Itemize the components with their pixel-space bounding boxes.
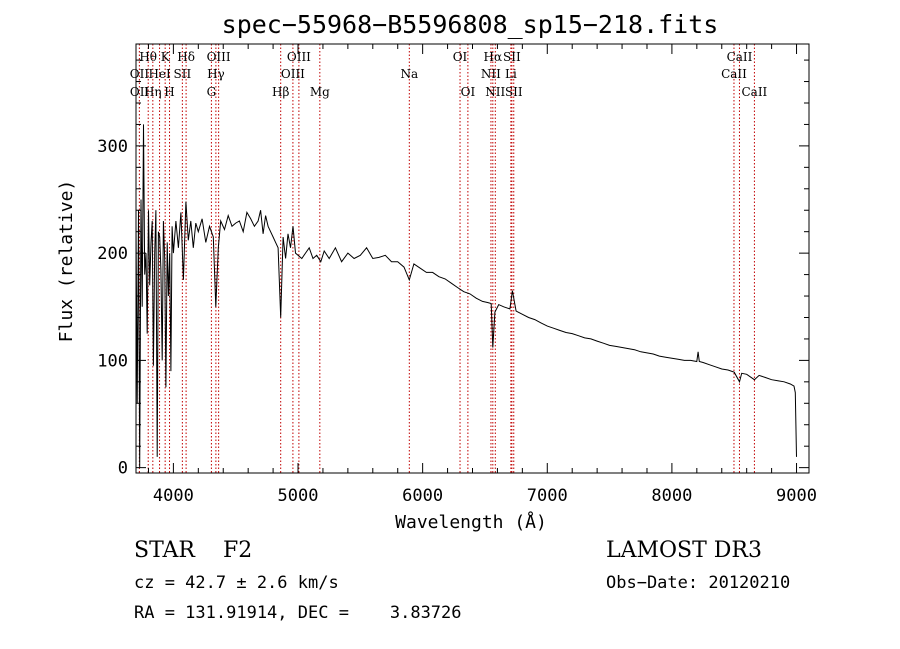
annotation-label-8: SII bbox=[174, 67, 192, 81]
y-axis-label: Flux (relative) bbox=[56, 180, 77, 343]
x-tick-label-4: 8000 bbox=[651, 486, 692, 506]
annotation-label-2: OII bbox=[130, 85, 150, 99]
annotation-label-0: Hθ bbox=[139, 50, 157, 64]
annotation-label-18: OI bbox=[461, 85, 476, 99]
annotation-label-21: NII bbox=[485, 85, 505, 99]
annotation-label-19: Hα bbox=[484, 50, 503, 64]
spectrum-line bbox=[135, 124, 797, 468]
annotation-label-16: Na bbox=[400, 67, 418, 81]
y-tick-label-1: 100 bbox=[97, 351, 128, 371]
chart-title: spec−55968−B5596808_sp15−218.fits bbox=[222, 10, 719, 39]
x-tick-label-1: 5000 bbox=[278, 486, 319, 506]
annotation-label-27: CaII bbox=[741, 85, 767, 99]
annotation-label-15: Mg bbox=[310, 85, 330, 99]
annotation-label-7: Hδ bbox=[177, 50, 195, 64]
plot-frame bbox=[135, 43, 810, 474]
annotation-label-12: Hβ bbox=[272, 85, 289, 99]
annotation-label-14: OIII bbox=[281, 67, 305, 81]
annotation-label-3: Hη bbox=[144, 85, 162, 99]
annotation-label-9: OIII bbox=[207, 50, 231, 64]
object-class: STAR bbox=[134, 538, 195, 563]
annotation-label-23: Li bbox=[505, 67, 517, 81]
survey-name: LAMOST DR3 bbox=[606, 538, 762, 563]
annotation-label-25: CaII bbox=[727, 50, 753, 64]
x-axis-label: Wavelength (Å) bbox=[395, 511, 547, 533]
annotation-label-11: G bbox=[207, 85, 217, 99]
annotation-label-1: OII bbox=[130, 67, 150, 81]
line-markers bbox=[138, 44, 755, 473]
object-classification: STAR F2 bbox=[134, 538, 252, 563]
x-tick-label-2: 6000 bbox=[402, 486, 443, 506]
y-tick-label-3: 300 bbox=[97, 137, 128, 157]
x-tick-labels: 4000 5000 6000 7000 8000 9000 bbox=[153, 486, 817, 506]
y-tick-label-0: 0 bbox=[118, 459, 128, 479]
annotation-label-17: OI bbox=[453, 50, 468, 64]
y-tick-label-2: 200 bbox=[97, 244, 128, 264]
annotation-label-13: OIII bbox=[287, 50, 311, 64]
coordinates: RA = 131.91914, DEC = 3.83726 bbox=[134, 603, 462, 623]
x-tick-label-3: 7000 bbox=[527, 486, 568, 506]
y-tick-labels: 0 100 200 300 bbox=[97, 137, 128, 479]
annotation-label-20: NII bbox=[481, 67, 501, 81]
object-subclass: F2 bbox=[222, 538, 253, 563]
x-tick-label-0: 4000 bbox=[153, 486, 194, 506]
annotation-label-6: H bbox=[164, 85, 174, 99]
annotation-label-10: Hγ bbox=[207, 67, 225, 81]
annotation-label-26: CaII bbox=[721, 67, 747, 81]
x-tick-label-5: 9000 bbox=[776, 486, 817, 506]
annotation-label-4: K bbox=[161, 50, 171, 64]
annotation-label-24: SII bbox=[505, 85, 523, 99]
annotation-label-22: SII bbox=[503, 50, 521, 64]
axis-ticks bbox=[136, 44, 809, 473]
annotation-label-5: HeI bbox=[148, 67, 171, 81]
observation-date: Obs−Date: 20120210 bbox=[606, 573, 791, 593]
redshift-velocity: cz = 42.7 ± 2.6 km/s bbox=[134, 573, 339, 593]
